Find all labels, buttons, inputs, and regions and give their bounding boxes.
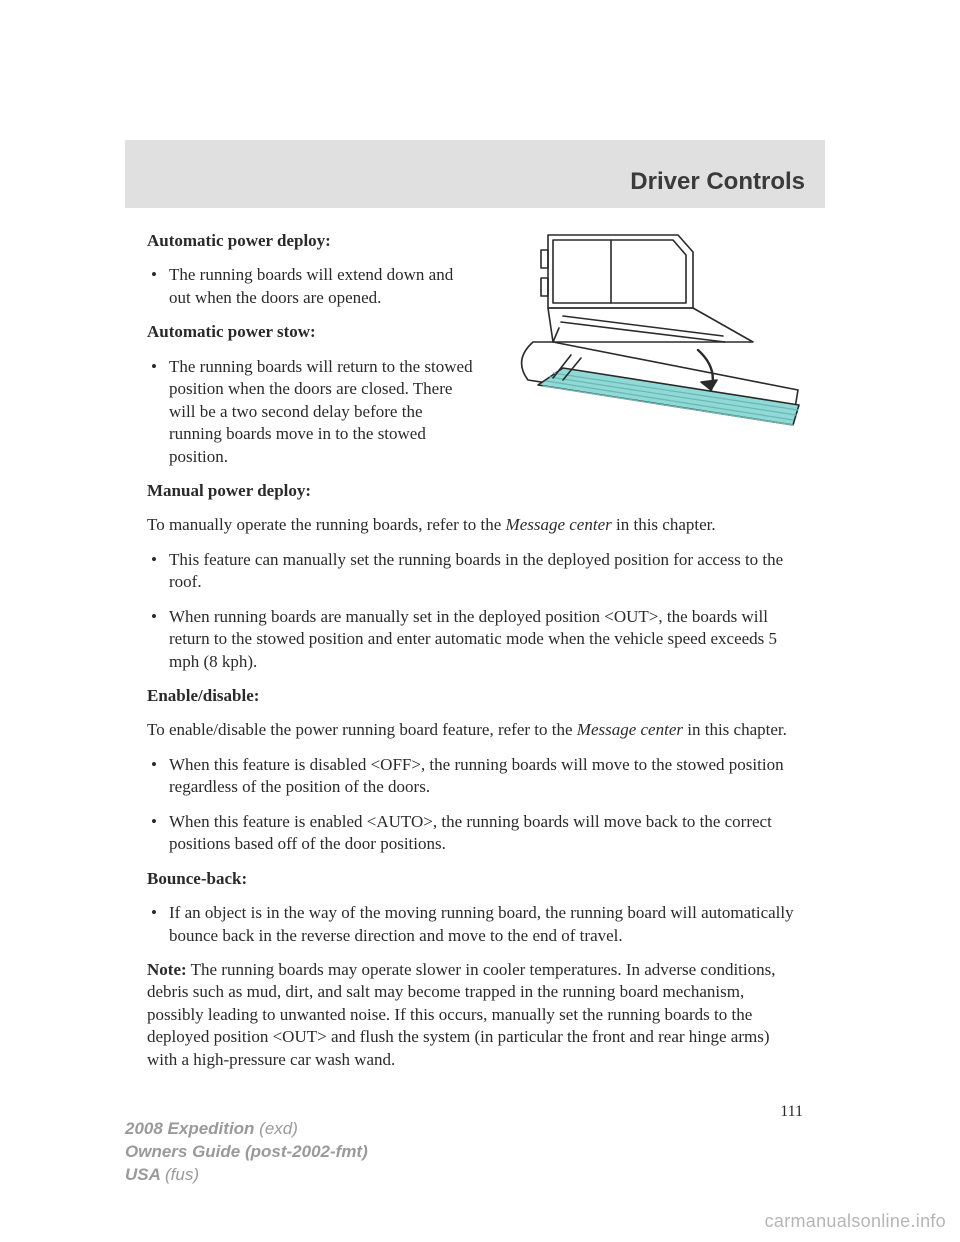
list-enable-disable: When this feature is disabled <OFF>, the…: [147, 754, 803, 856]
heading-enable-disable: Enable/disable:: [147, 685, 803, 707]
footer-line-2: Owners Guide (post-2002-fmt): [125, 1141, 368, 1164]
list-item: When this feature is enabled <AUTO>, the…: [147, 811, 803, 856]
note-text: The running boards may operate slower in…: [147, 960, 776, 1069]
xref-message-center: Message center: [506, 515, 612, 534]
footer-region: USA: [125, 1165, 165, 1184]
footer-code: (exd): [259, 1119, 298, 1138]
list-item: The running boards will return to the st…: [147, 356, 803, 468]
footer-model: 2008 Expedition: [125, 1119, 259, 1138]
manual-page: Driver Controls: [125, 140, 825, 1121]
footer-code: (fus): [165, 1165, 199, 1184]
list-bounce-back: If an object is in the way of the moving…: [147, 902, 803, 947]
list-item: The running boards will extend down and …: [147, 264, 803, 309]
watermark-text: carmanualsonline.info: [765, 1211, 946, 1232]
page-content: Automatic power deploy: The running boar…: [125, 230, 825, 1083]
note-paragraph: Note: The running boards may operate slo…: [147, 959, 803, 1071]
text-fragment: To manually operate the running boards, …: [147, 515, 506, 534]
footer-line-1: 2008 Expedition (exd): [125, 1118, 368, 1141]
para-manual-intro: To manually operate the running boards, …: [147, 514, 803, 536]
page-title: Driver Controls: [630, 168, 805, 196]
list-item: When this feature is disabled <OFF>, the…: [147, 754, 803, 799]
list-manual-deploy: This feature can manually set the runnin…: [147, 549, 803, 673]
header-band: Driver Controls: [125, 140, 825, 208]
xref-message-center: Message center: [577, 720, 683, 739]
text-fragment: in this chapter.: [612, 515, 716, 534]
text-fragment: in this chapter.: [683, 720, 787, 739]
list-item: When running boards are manually set in …: [147, 606, 803, 673]
text-fragment: To enable/disable the power running boar…: [147, 720, 577, 739]
footer-block: 2008 Expedition (exd) Owners Guide (post…: [125, 1118, 368, 1187]
list-item: If an object is in the way of the moving…: [147, 902, 803, 947]
list-auto-deploy: The running boards will extend down and …: [147, 264, 803, 309]
heading-manual-deploy: Manual power deploy:: [147, 480, 803, 502]
heading-bounce-back: Bounce-back:: [147, 868, 803, 890]
note-label: Note:: [147, 960, 187, 979]
list-auto-stow: The running boards will return to the st…: [147, 356, 803, 468]
para-enable-intro: To enable/disable the power running boar…: [147, 719, 803, 741]
footer-line-3: USA (fus): [125, 1164, 368, 1187]
list-item: This feature can manually set the runnin…: [147, 549, 803, 594]
